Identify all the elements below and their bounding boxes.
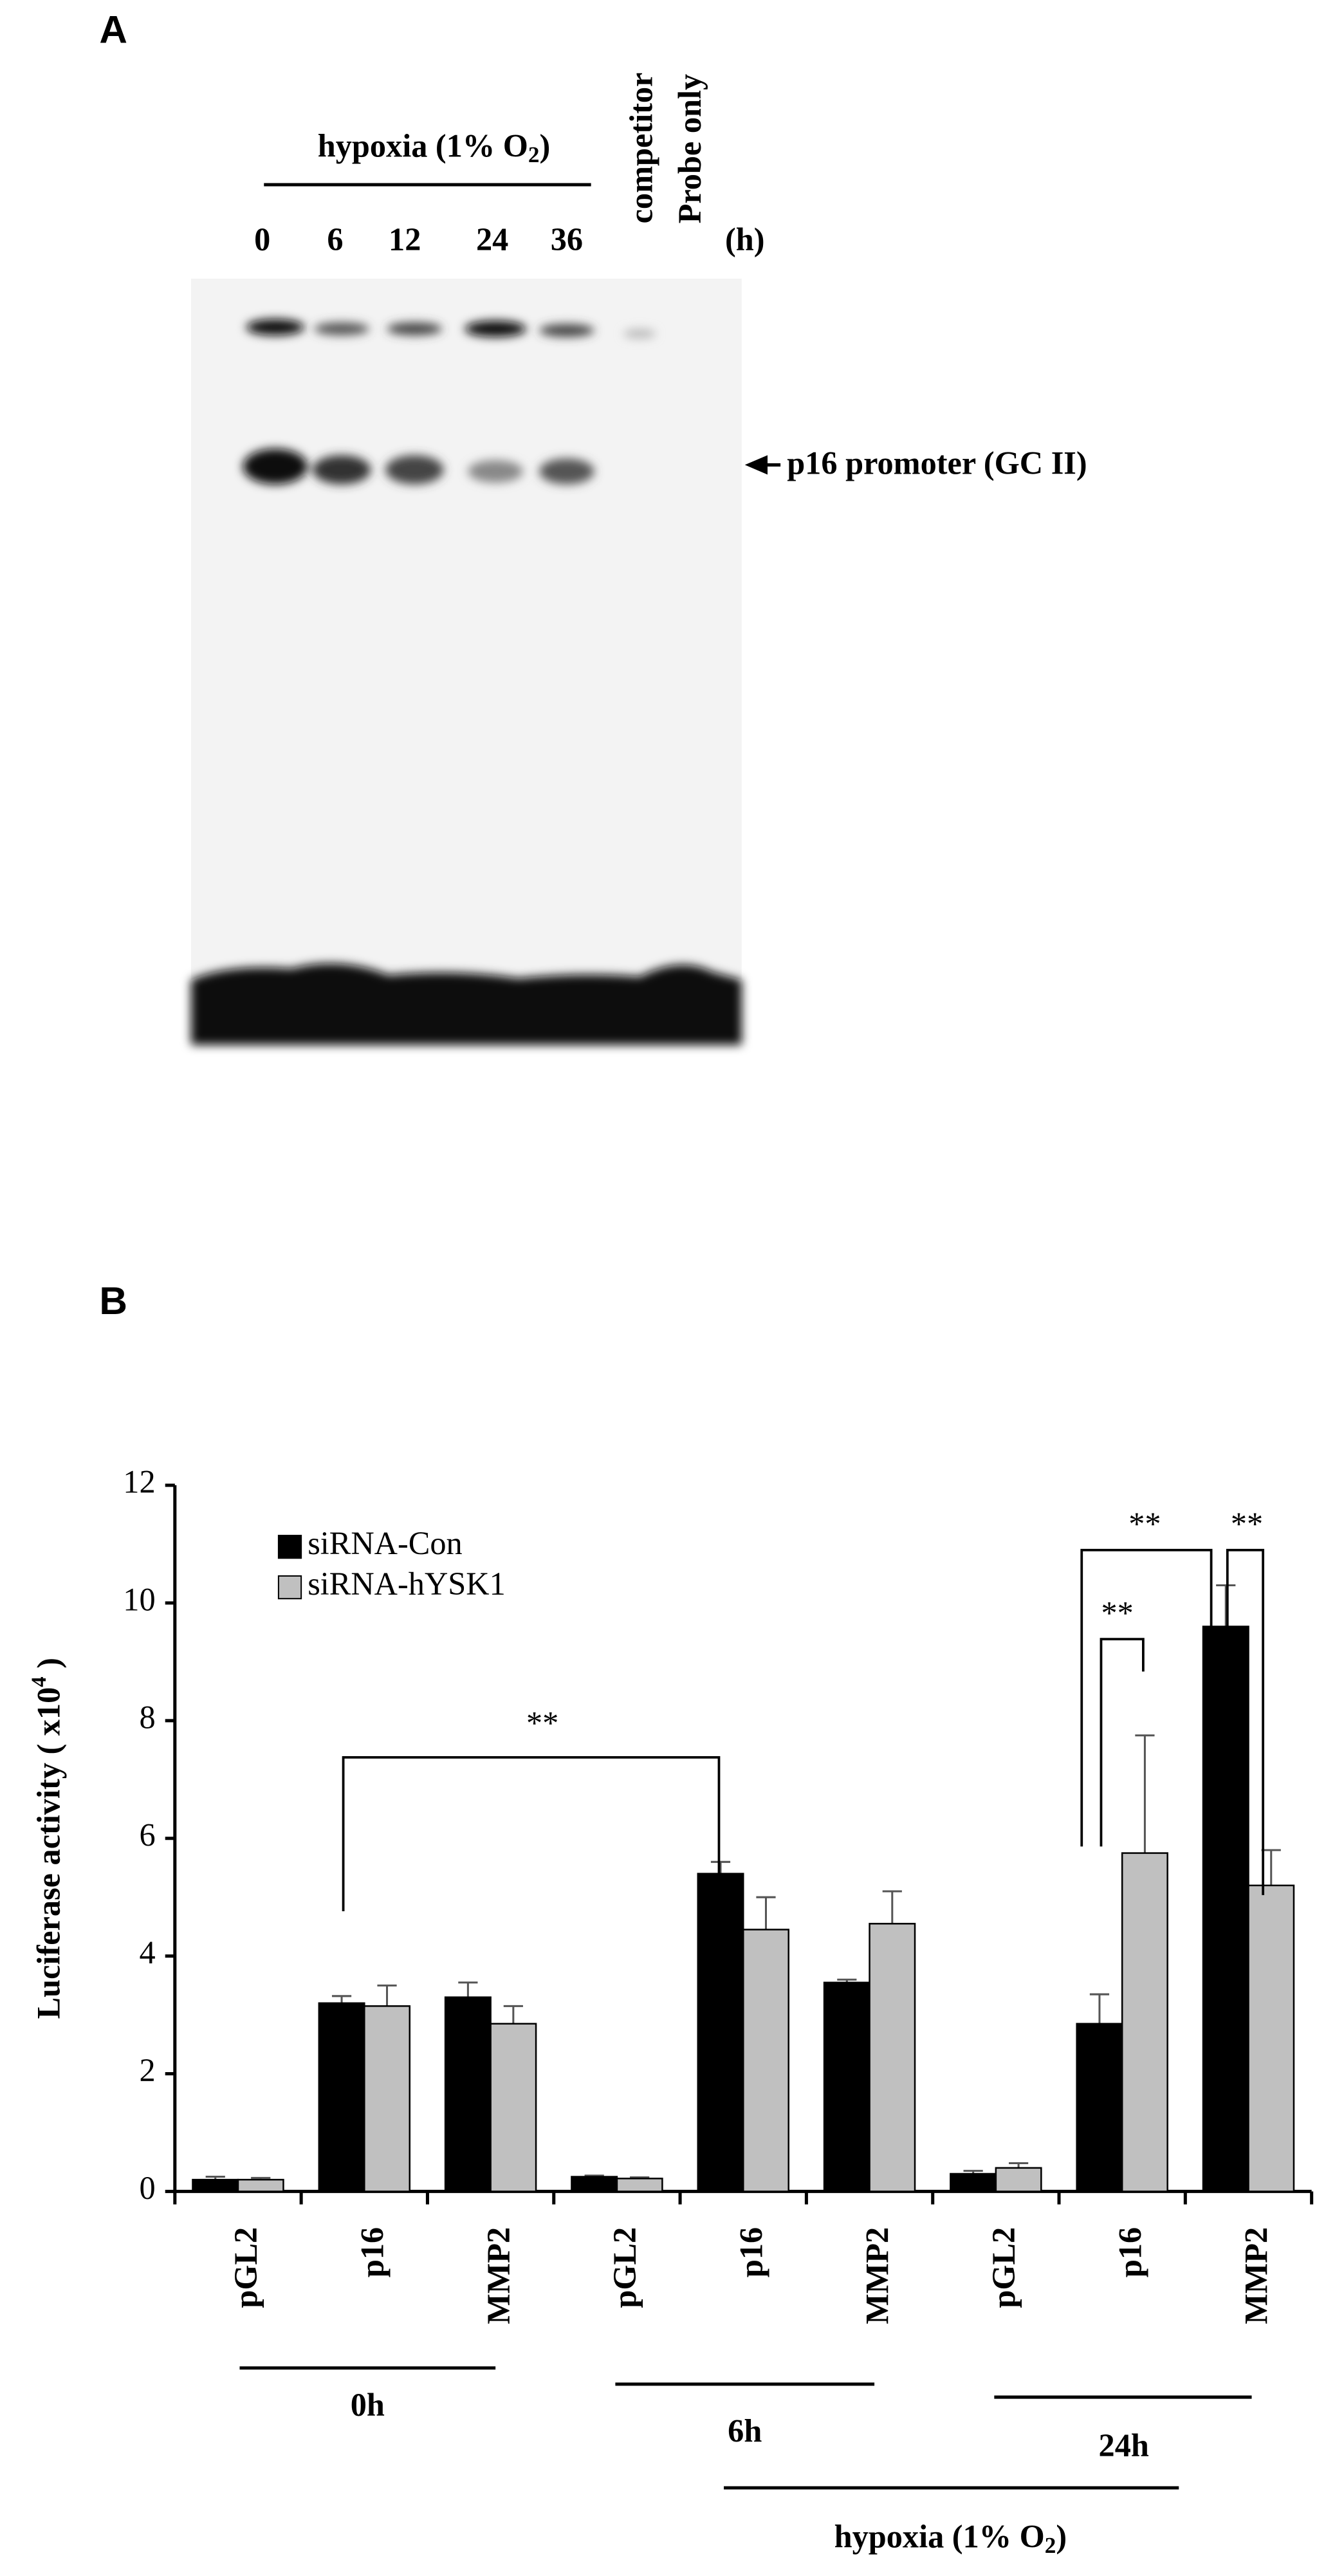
x-tick-label: p16 — [354, 2227, 390, 2277]
bar — [1202, 1626, 1249, 2192]
legend-swatch — [277, 1535, 302, 1559]
significance-label: ** — [526, 1705, 558, 1741]
significance-bracket — [1080, 1548, 1213, 1847]
bar — [697, 1873, 744, 2192]
legend-label: siRNA-hYSK1 — [308, 1566, 506, 1602]
x-tick-label: p16 — [733, 2227, 769, 2277]
bar — [823, 1981, 870, 2192]
probe-label: Probe only — [672, 74, 708, 224]
bar — [237, 2178, 284, 2192]
panel-label: A — [99, 7, 127, 51]
lane-label: 12 — [389, 221, 421, 257]
x-tick-label: pGL2 — [228, 2227, 264, 2308]
group-label: 24h — [1099, 2427, 1149, 2463]
y-axis-label: Luciferase activity ( x104 ) — [27, 1658, 66, 2019]
bar — [1076, 2023, 1123, 2192]
y-tick-label: 8 — [139, 1699, 155, 1735]
significance-label: ** — [1128, 1506, 1161, 1542]
y-tick-label: 2 — [139, 2052, 155, 2088]
x-tick-label: MMP2 — [481, 2227, 517, 2324]
significance-bracket — [342, 1756, 721, 1911]
band-label: p16 promoter (GC II) — [787, 445, 1087, 481]
significance-label: ** — [1231, 1506, 1263, 1542]
hypoxia-label: hypoxia (1% O2) — [318, 127, 551, 167]
bar — [950, 2173, 997, 2192]
panel-label: B — [99, 1279, 127, 1322]
lane-label: 0 — [254, 221, 270, 257]
lane-label: 6 — [327, 221, 343, 257]
bar — [616, 2178, 663, 2192]
significance-bracket — [1100, 1638, 1145, 1847]
significance-bracket — [1226, 1548, 1265, 1895]
bar-chart: 0 2 4 6 8 10 12 pGL2 p16 MMP2 pGL2 p16 MMP2 pGL2 p16 MM… — [123, 1464, 1314, 2463]
lane-label: 24 — [476, 221, 508, 257]
group-label: 0h — [351, 2387, 385, 2423]
x-tick-label: p16 — [1112, 2227, 1148, 2277]
legend-swatch — [277, 1575, 302, 1600]
x-tick-label: pGL2 — [986, 2227, 1022, 2308]
bar — [869, 1923, 916, 2192]
arrow — [744, 455, 768, 475]
bar — [1121, 1852, 1168, 2192]
y-tick-label: 0 — [139, 2170, 155, 2206]
bar — [318, 2002, 365, 2192]
bar — [444, 1996, 492, 2192]
unit-label: (h) — [725, 221, 765, 257]
lane-labels: 0 6 12 24 36 — [254, 221, 583, 257]
x-tick-label: MMP2 — [1238, 2227, 1275, 2324]
bar — [571, 2176, 618, 2192]
y-tick-label: 12 — [123, 1464, 155, 1500]
group-label: 6h — [728, 2413, 762, 2449]
y-tick-label: 6 — [139, 1817, 155, 1853]
bar — [490, 2023, 537, 2192]
legend-label: siRNA-Con — [308, 1525, 462, 1561]
gel — [190, 278, 742, 1045]
bar — [192, 2178, 239, 2192]
y-tick-label: 4 — [139, 1934, 155, 1970]
bar — [1247, 1884, 1295, 2192]
competitor-label: competitor — [623, 73, 659, 224]
hypoxia-label: hypoxia (1% O2) — [834, 2518, 1067, 2558]
x-tick-label: pGL2 — [607, 2227, 643, 2308]
bar — [995, 2167, 1042, 2192]
x-tick-label: MMP2 — [860, 2227, 896, 2324]
significance-label: ** — [1101, 1595, 1133, 1631]
lane-label: 36 — [551, 221, 583, 257]
y-tick-label: 10 — [123, 1581, 155, 1617]
bar — [364, 2005, 411, 2192]
bar — [742, 1929, 789, 2192]
